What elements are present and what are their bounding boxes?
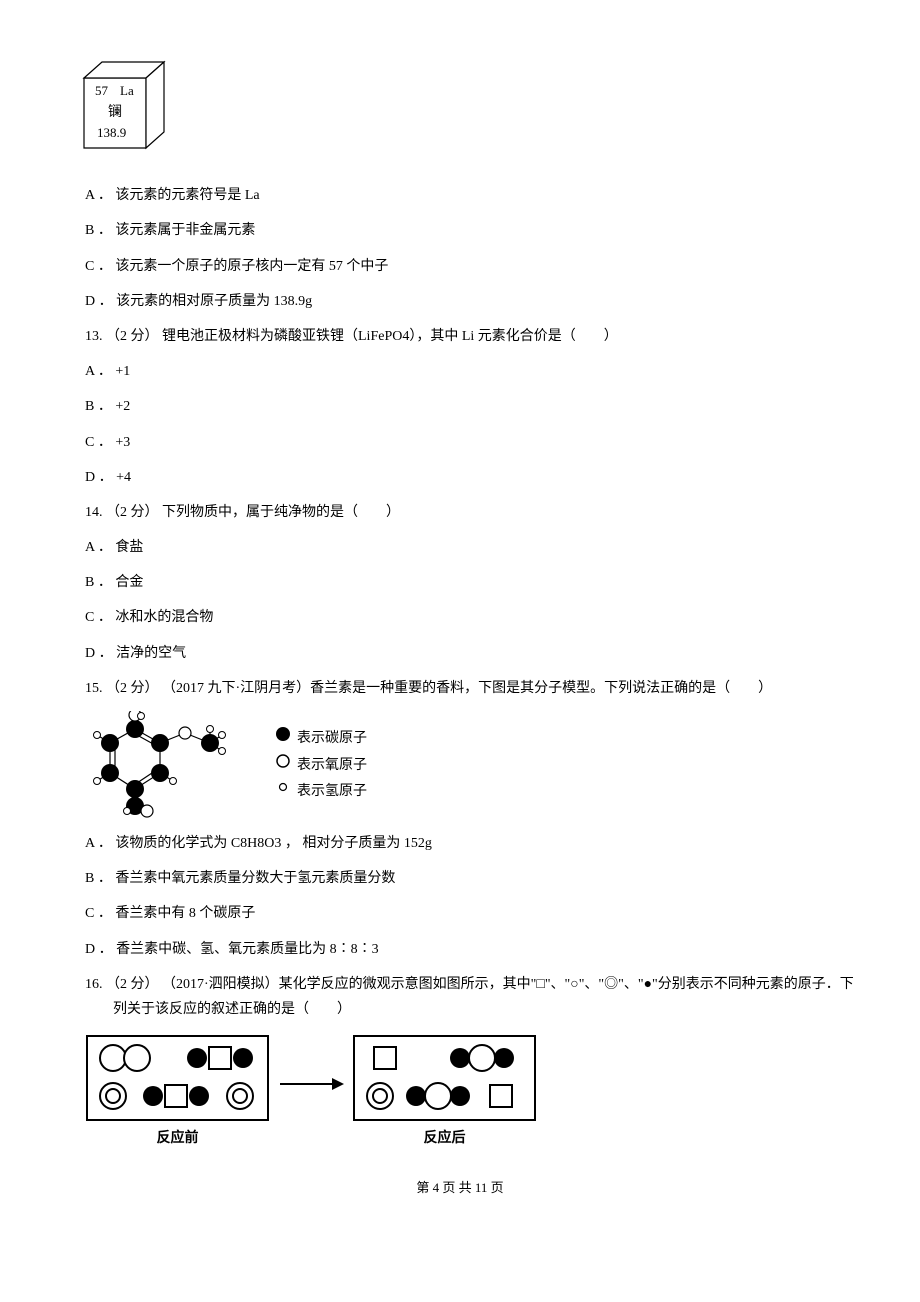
q-cont-option-d: D ． 该元素的相对原子质量为 138.9g	[85, 289, 860, 314]
q-cont-option-a: A ． 该元素的元素符号是 La	[85, 183, 860, 208]
reaction-after-svg	[352, 1034, 537, 1122]
q15-option-b: B ． 香兰素中氧元素质量分数大于氢元素质量分数	[85, 866, 860, 891]
legend-hydrogen-label: 表示氢原子	[297, 779, 367, 806]
reaction-before-svg	[85, 1034, 270, 1122]
q13-option-d: D ． +4	[85, 465, 860, 490]
q14-option-c: C ． 冰和水的混合物	[85, 605, 860, 630]
q14-option-d: D ． 洁净的空气	[85, 641, 860, 666]
q13-option-c: C ． +3	[85, 430, 860, 455]
legend-carbon-label: 表示碳原子	[297, 726, 367, 753]
q16-reaction-figure: 反应前	[85, 1034, 860, 1151]
q13-stem: 13. （2 分） 锂电池正极材料为磷酸亚铁锂（LiFePO4），其中 Li 元…	[85, 324, 860, 349]
q-cont-option-c: C ． 该元素一个原子的原子核内一定有 57 个中子	[85, 254, 860, 279]
reaction-after-col: 反应后	[352, 1034, 537, 1151]
element-tile-svg: 57 La 镧 138.9	[80, 60, 170, 152]
hydrogen-atom-icon	[275, 779, 291, 806]
legend-oxygen: 表示氧原子	[275, 753, 367, 780]
q15-option-d: D ． 香兰素中碳、氢、氧元素质量比为 8∶8∶3	[85, 937, 860, 962]
oxygen-atom-icon	[275, 753, 291, 780]
legend-oxygen-label: 表示氧原子	[297, 753, 367, 780]
q15-stem: 15. （2 分） （2017 九下·江阴月考）香兰素是一种重要的香料，下图是其…	[85, 676, 860, 701]
reaction-arrow-icon	[276, 1069, 346, 1099]
legend-carbon: 表示碳原子	[275, 726, 367, 753]
q14-option-a: A ． 食盐	[85, 535, 860, 560]
label-after: 反应后	[424, 1126, 466, 1151]
label-before: 反应前	[157, 1126, 199, 1151]
carbon-atom-icon	[275, 726, 291, 753]
molecule-legend: 表示碳原子 表示氧原子 表示氢原子	[275, 726, 367, 806]
q14-option-b: B ． 合金	[85, 570, 860, 595]
molecule-svg	[85, 711, 260, 821]
q13-option-a: A ． +1	[85, 359, 860, 384]
element-tile: 57 La 镧 138.9	[80, 60, 170, 152]
q15-molecule-figure: 表示碳原子 表示氧原子 表示氢原子	[85, 711, 860, 821]
tile-symbol: La	[120, 83, 134, 98]
reaction-before-col: 反应前	[85, 1034, 270, 1151]
tile-name: 镧	[108, 104, 122, 120]
tile-mass: 138.9	[97, 125, 126, 140]
page-footer: 第 4 页 共 11 页	[60, 1176, 860, 1199]
q16-stem: 16. （2 分） （2017·泗阳模拟）某化学反应的微观示意图如图所示，其中"…	[113, 972, 860, 1022]
q14-stem: 14. （2 分） 下列物质中，属于纯净物的是（ ）	[85, 500, 860, 525]
legend-hydrogen: 表示氢原子	[275, 779, 367, 806]
q15-option-c: C ． 香兰素中有 8 个碳原子	[85, 901, 860, 926]
q-cont-option-b: B ． 该元素属于非金属元素	[85, 218, 860, 243]
q13-option-b: B ． +2	[85, 394, 860, 419]
tile-atomic-num: 57	[95, 83, 109, 98]
q15-option-a: A ． 该物质的化学式为 C8H8O3 ， 相对分子质量为 152g	[85, 831, 860, 856]
